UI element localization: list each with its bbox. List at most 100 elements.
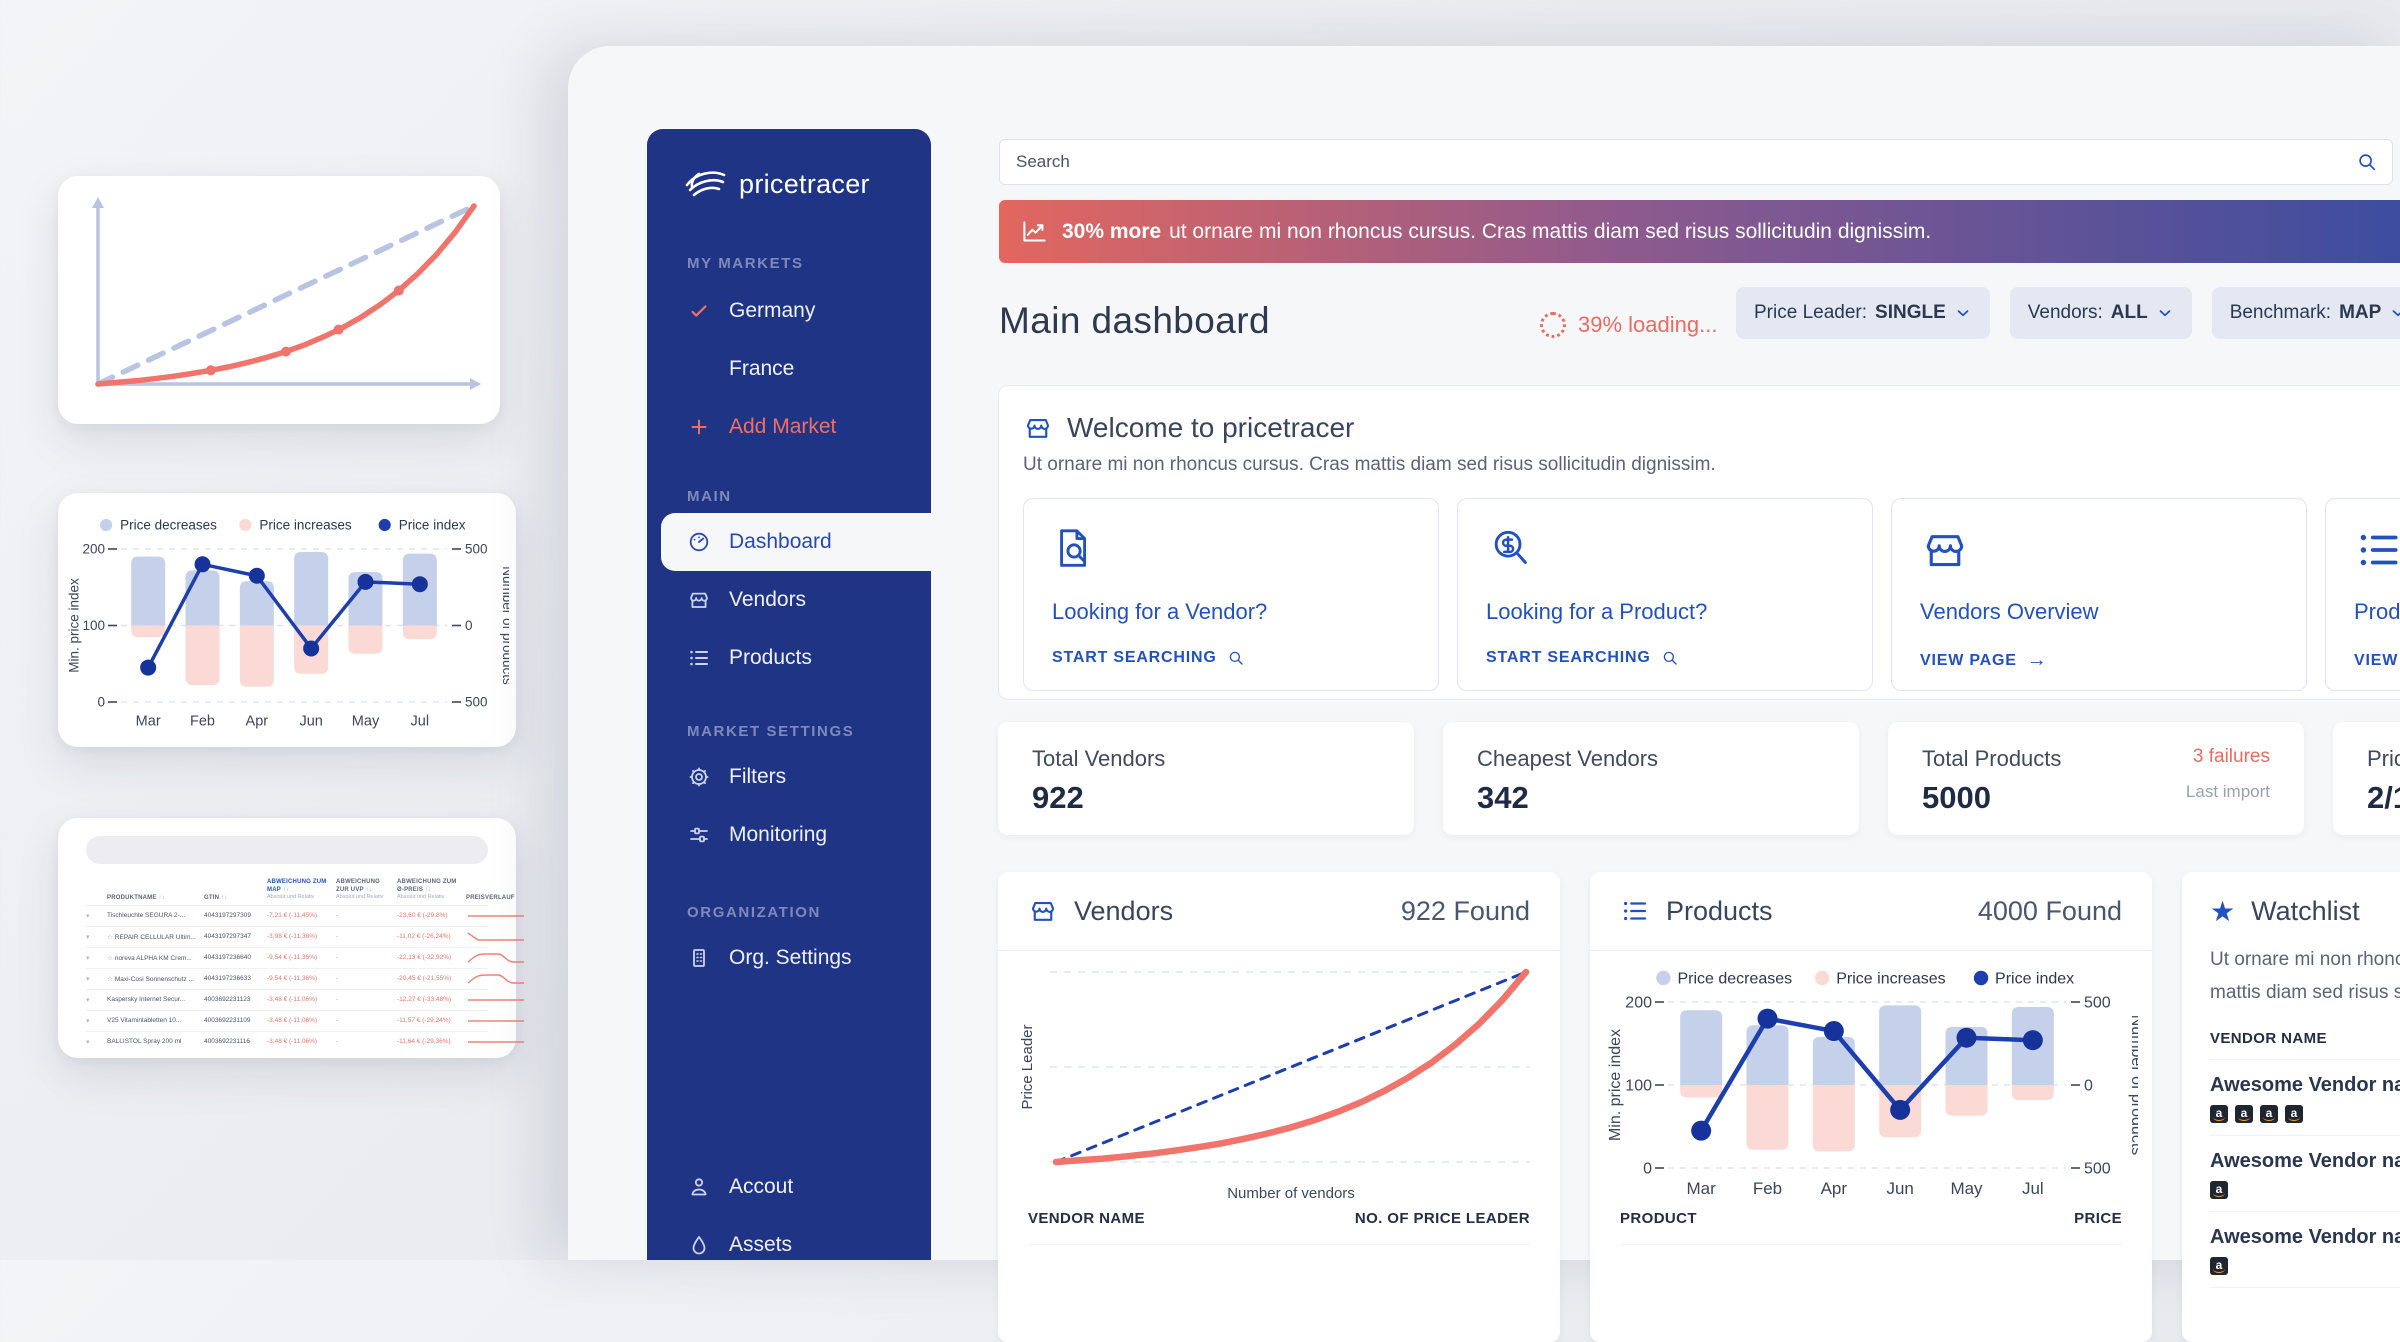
sidebar-item-france[interactable]: France (647, 340, 931, 398)
sidebar-item-label: Vendors (729, 588, 807, 611)
sidebar-item-label: Assets (729, 1233, 793, 1256)
expand-chevron-icon[interactable]: ▾ (86, 1038, 90, 1046)
search-input[interactable] (1014, 151, 2356, 173)
start-searching-link[interactable]: START SEARCHING (1052, 649, 1410, 667)
cell-gtin: 4043197297309 (204, 912, 251, 920)
sidebar-item-label: France (729, 357, 795, 380)
expand-chevron-icon[interactable]: ▾ (86, 954, 90, 962)
sidebar-item-germany[interactable]: Germany (647, 282, 931, 340)
gauge-icon (687, 530, 711, 554)
amazon-icon[interactable]: a (2260, 1104, 2278, 1123)
decor-curve-chart (92, 197, 481, 390)
amazon-icon[interactable]: a (2235, 1104, 2253, 1123)
filter-price-leader[interactable]: Price Leader: SINGLE (1736, 287, 1990, 339)
sidebar-item-vendors[interactable]: Vendors (647, 571, 931, 629)
decor-column-header[interactable]: PRODUKTNAME ↑↓ (107, 894, 165, 901)
view-page-link[interactable]: VIEW PAGE → (2354, 651, 2400, 669)
expand-chevron-icon[interactable]: ▾ (86, 1017, 90, 1025)
welcome-card-vendors-overview[interactable]: Vendors Overview VIEW PAGE → (1891, 498, 2307, 691)
sidebar-item-products[interactable]: Products (647, 629, 931, 687)
decor-table-row: ▾ ☆ REPAIR CELLULAR Ultim... 4043197297347 -… (86, 925, 524, 947)
decor-column-header[interactable]: ABWEICHUNG ZUM Ø-PREIS ↑↓ Absolut und Rel… (397, 879, 457, 901)
sidebar-footer: Accout Assets (647, 1158, 931, 1260)
notification-banner: 30% more ut ornare mi non rhoncus cursus… (999, 200, 2400, 263)
star-icon: ★ (2210, 895, 2236, 927)
arrow-right-icon: → (2026, 649, 2048, 671)
filter-vendors[interactable]: Vendors: ALL (2009, 287, 2192, 339)
sidebar-section-main: MAIN (687, 488, 732, 505)
amazon-icon[interactable]: a (2210, 1180, 2228, 1199)
cell-uvp: - (336, 1038, 339, 1046)
decor-column-header[interactable]: ABWEICHUNG ZUM MAP ↑↓ Absolut und Relativ (267, 879, 327, 901)
watchlist-row[interactable]: Awesome Vendor name 1aaaa (2210, 1060, 2400, 1136)
vendors-panel: Vendors 922 Found Number of vendors Price… (998, 872, 1560, 1342)
cell-map: -9,54 € (-11,36%) (267, 975, 318, 983)
search-bar (999, 139, 2393, 185)
storefront-icon (687, 588, 711, 612)
expand-chevron-icon[interactable]: ▾ (86, 912, 90, 920)
svg-text:100: 100 (1625, 1078, 1652, 1095)
filter-bar: Price Leader: SINGLE Vendors: ALL Benchmar… (1736, 287, 2400, 339)
expand-chevron-icon[interactable]: ▾ (86, 975, 90, 983)
chevron-down-icon (2159, 310, 2171, 317)
watchlist-rows: Awesome Vendor name 1aaaaAwesome Vendor … (2210, 1060, 2400, 1288)
column-header: NO. OF PRICE LEADER (1354, 1210, 1530, 1227)
start-searching-link[interactable]: START SEARCHING (1486, 649, 1844, 667)
check-icon (687, 299, 711, 323)
product-name: Kaspersky Internet Secur... (107, 996, 186, 1004)
decor-column-header: PREISVERLAUF (466, 894, 515, 901)
amazon-icon[interactable]: a (2210, 1104, 2228, 1123)
decor-column-header[interactable]: ABWEICHUNG ZUR UVP ↑↓ Absolut und Relativ (336, 879, 384, 901)
sidebar-item-add-market[interactable]: Add Market (647, 398, 931, 456)
sidebar-section-market-settings: MARKET SETTINGS (687, 723, 855, 740)
failures-badge: 3 failures (2192, 746, 2270, 767)
amazon-icon[interactable]: a (2285, 1104, 2303, 1123)
sidebar-item-label: Germany (729, 299, 816, 322)
svg-text:Number of vendors: Number of vendors (1227, 1185, 1355, 1202)
banner-message: ut ornare mi non rhoncus cursus. Cras ma… (1169, 219, 1932, 243)
decor-column-header[interactable]: GTIN ↑↓ (204, 894, 228, 901)
welcome-title: Welcome to pricetracer (1067, 412, 1355, 443)
cell-gtin: 4043197236640 (204, 954, 251, 962)
amazon-icon[interactable]: a (2210, 1256, 2228, 1275)
welcome-card-vendor-search[interactable]: Looking for a Vendor? START SEARCHING (1023, 498, 1439, 691)
stat-total-products: Total Products 5000 3 failures Last impo… (1888, 722, 2304, 835)
sidebar-item-org-settings[interactable]: Org. Settings (647, 929, 931, 987)
product-name: ☆ Maxi-Cosi Sonnenschutz ... (107, 975, 194, 983)
cell-gtin: 4003692231109 (204, 1017, 251, 1025)
banner-text: 30% more ut ornare mi non rhoncus cursus… (1062, 220, 1931, 244)
svg-text:500: 500 (465, 541, 488, 556)
blank-icon (687, 357, 711, 381)
view-page-link[interactable]: VIEW PAGE → (1920, 649, 2048, 671)
decor-table-header: PRODUKTNAME ↑↓ GTIN ↑↓ ABWEICHUNG ZUM MAP … (86, 878, 515, 905)
found-count: 4000 Found (1977, 895, 2122, 926)
panel-title: Watchlist (2251, 896, 2360, 926)
expand-chevron-icon[interactable]: ▾ (86, 996, 90, 1004)
cell-map: -7,21 € (-11,45%) (267, 912, 318, 920)
star-icon: ☆ (107, 933, 113, 941)
sidebar-item-monitoring[interactable]: Monitoring (647, 806, 931, 864)
watchlist-row[interactable]: Awesome Vendor name 2 a (2210, 1136, 2400, 1212)
sidebar: pricetracer MY MARKETS Germany France Ad… (647, 129, 931, 1260)
expand-chevron-icon[interactable]: ▾ (86, 933, 90, 941)
list-icon (687, 646, 711, 670)
welcome-card-products-overview[interactable]: Products Overview VIEW PAGE → (2325, 498, 2400, 691)
decor-curve-card (58, 176, 500, 424)
marketplace-badges: a (2210, 1256, 2400, 1275)
decor-table-card: PRODUKTNAME ↑↓ GTIN ↑↓ ABWEICHUNG ZUM MAP … (58, 818, 524, 1058)
search-icon[interactable] (2356, 151, 2378, 173)
list-icon (1620, 896, 1650, 926)
svg-text:Price decreases: Price decreases (1677, 971, 1792, 988)
watchlist-row[interactable]: Awesome Vendor name 3 a (2210, 1212, 2400, 1288)
sidebar-item-dashboard[interactable]: Dashboard (661, 513, 931, 571)
filter-benchmark[interactable]: Benchmark: MAP (2211, 287, 2400, 339)
sidebar-item-assets[interactable]: Assets (647, 1216, 931, 1260)
svg-text:Jun: Jun (1886, 1179, 1913, 1198)
sidebar-item-filters[interactable]: Filters (647, 748, 931, 806)
sidebar-item-account[interactable]: Accout (647, 1158, 931, 1216)
sidebar-section-my-markets: MY MARKETS (687, 255, 804, 272)
svg-text:Feb: Feb (1753, 1179, 1782, 1198)
stats-row: Total Vendors 922 Cheapest Vendors 342 T… (998, 722, 2400, 835)
search-icon (1663, 651, 1677, 665)
welcome-card-product-search[interactable]: Looking for a Product? START SEARCHING (1457, 498, 1873, 691)
